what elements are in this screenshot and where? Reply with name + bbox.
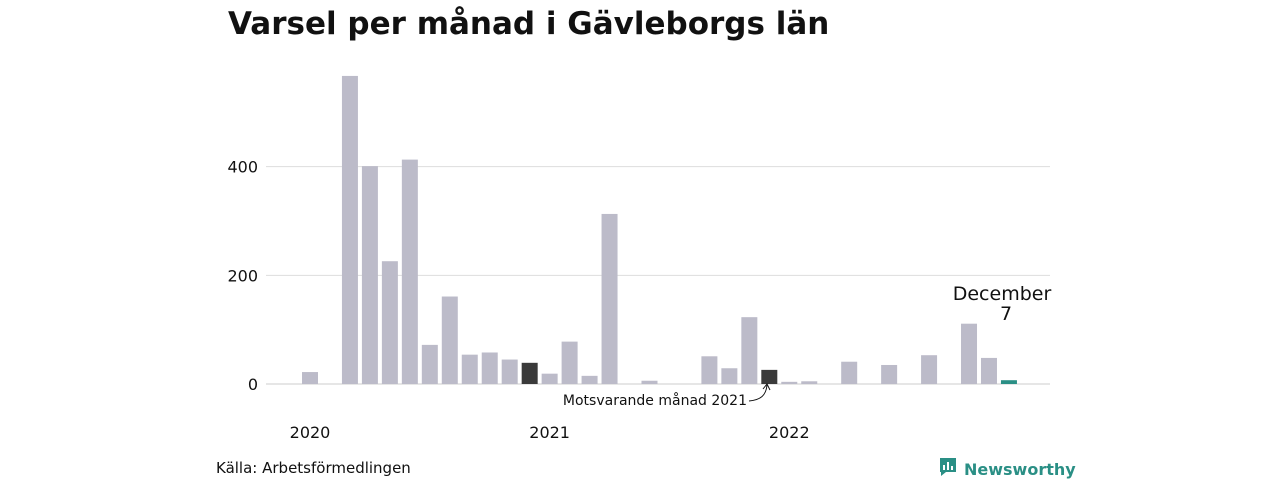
chart-title: Varsel per månad i Gävleborgs län	[228, 6, 830, 42]
bar	[701, 356, 718, 384]
bar	[381, 261, 398, 384]
annotation-label: Motsvarande månad 2021	[563, 392, 747, 409]
y-tick-label: 400	[227, 158, 258, 177]
bar	[961, 323, 978, 384]
brand-name: Newsworthy	[964, 459, 1076, 479]
y-axis-ticks: 0 200 400	[227, 158, 258, 394]
bar	[721, 368, 738, 384]
last-bar-value-label: 7	[1000, 303, 1012, 325]
bar	[641, 380, 658, 384]
y-tick-label: 200	[227, 266, 258, 285]
x-tick-label: 2021	[529, 423, 570, 442]
bar	[801, 381, 818, 384]
x-tick-label: 2020	[290, 423, 331, 442]
bar	[441, 296, 458, 384]
y-tick-label: 0	[248, 375, 258, 394]
x-tick-label: 2022	[769, 423, 810, 442]
bar	[761, 369, 778, 384]
bar	[561, 341, 578, 384]
bar	[501, 359, 518, 384]
bar	[361, 166, 378, 384]
bar	[341, 75, 358, 385]
bars	[302, 75, 1017, 385]
bar	[980, 357, 997, 384]
bar	[541, 373, 558, 384]
last-bar-month-label: December	[953, 283, 1052, 305]
bar-chart-speech-bubble-icon	[938, 456, 958, 482]
bar	[921, 355, 938, 384]
bar	[481, 352, 498, 384]
bar	[741, 317, 758, 384]
bar	[881, 364, 898, 384]
bar	[781, 381, 798, 384]
annotation-arrow	[748, 384, 768, 402]
brand-logo: Newsworthy	[938, 456, 1076, 482]
bar	[401, 159, 418, 384]
annotation-arrowhead	[762, 383, 771, 391]
bar	[302, 372, 318, 384]
annotations: Motsvarande månad 2021 December 7	[563, 283, 1052, 409]
bar	[461, 354, 478, 384]
source-note: Källa: Arbetsförmedlingen	[216, 459, 411, 477]
bar	[521, 362, 538, 384]
bar	[1000, 380, 1017, 384]
bar	[601, 213, 618, 384]
bar	[421, 344, 438, 384]
bar	[841, 361, 858, 384]
x-axis-ticks: 2020 2021 2022	[290, 423, 810, 442]
bar	[581, 375, 598, 384]
